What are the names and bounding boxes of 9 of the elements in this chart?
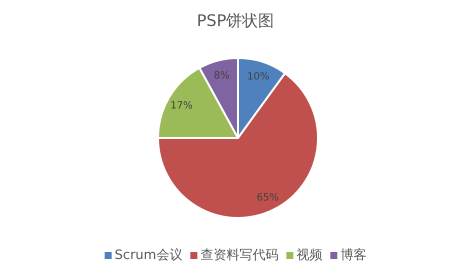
data-label: 10% <box>247 72 270 83</box>
data-label: 17% <box>170 100 193 112</box>
legend-label: Scrum会议 <box>114 248 182 263</box>
chart-title: PSP饼状图 <box>196 11 274 30</box>
data-label: 8% <box>214 70 230 82</box>
legend-label: 视频 <box>296 248 322 263</box>
legend-label: 查资料写代码 <box>200 248 278 263</box>
legend-label: 博客 <box>340 247 366 263</box>
data-label: 65% <box>256 192 279 204</box>
